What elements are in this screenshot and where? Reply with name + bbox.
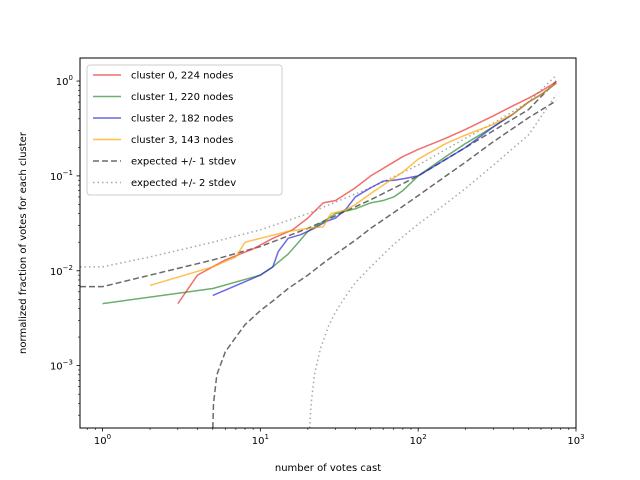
- expected-1-stdev-upper-line: [80, 80, 557, 288]
- plot-frame: [79, 57, 577, 429]
- expected-1-stdev-lower-line: [212, 100, 557, 428]
- legend-label-cluster-2-182-nodes: cluster 2, 182 nodes: [131, 114, 233, 125]
- y-tick-label: 100: [56, 74, 73, 88]
- legend-label-expected-1-stdev: expected +/- 1 stdev: [131, 157, 236, 168]
- legend-label-cluster-3-143-nodes: cluster 3, 143 nodes: [131, 135, 233, 146]
- series-layer: [80, 74, 557, 428]
- y-axis-label: normalized fraction of votes for each cl…: [18, 131, 29, 354]
- legend-label-expected-2-stdev: expected +/- 2 stdev: [131, 178, 236, 189]
- x-tick-label: 101: [252, 433, 269, 447]
- cluster-0-224-nodes-line: [177, 81, 557, 305]
- cluster-3-143-nodes-line: [149, 82, 557, 287]
- legend-box: [86, 64, 283, 196]
- expected-2-stdev-upper-line: [80, 74, 557, 268]
- y-tick-label: 10−3: [50, 359, 73, 373]
- x-tick-label: 102: [410, 433, 427, 447]
- y-tick-label: 10−2: [50, 264, 73, 278]
- cluster-2-182-nodes-line: [212, 82, 557, 297]
- x-tick-label: 103: [567, 433, 584, 447]
- legend-label-cluster-1-220-nodes: cluster 1, 220 nodes: [131, 92, 233, 103]
- y-tick-label: 10−1: [50, 169, 73, 183]
- legend: cluster 0, 224 nodes cluster 1, 220 nodes…: [86, 64, 283, 196]
- x-axis-label: number of votes cast: [275, 463, 381, 474]
- x-tick-label: 100: [94, 433, 111, 447]
- legend-label-cluster-0-224-nodes: cluster 0, 224 nodes: [131, 71, 233, 82]
